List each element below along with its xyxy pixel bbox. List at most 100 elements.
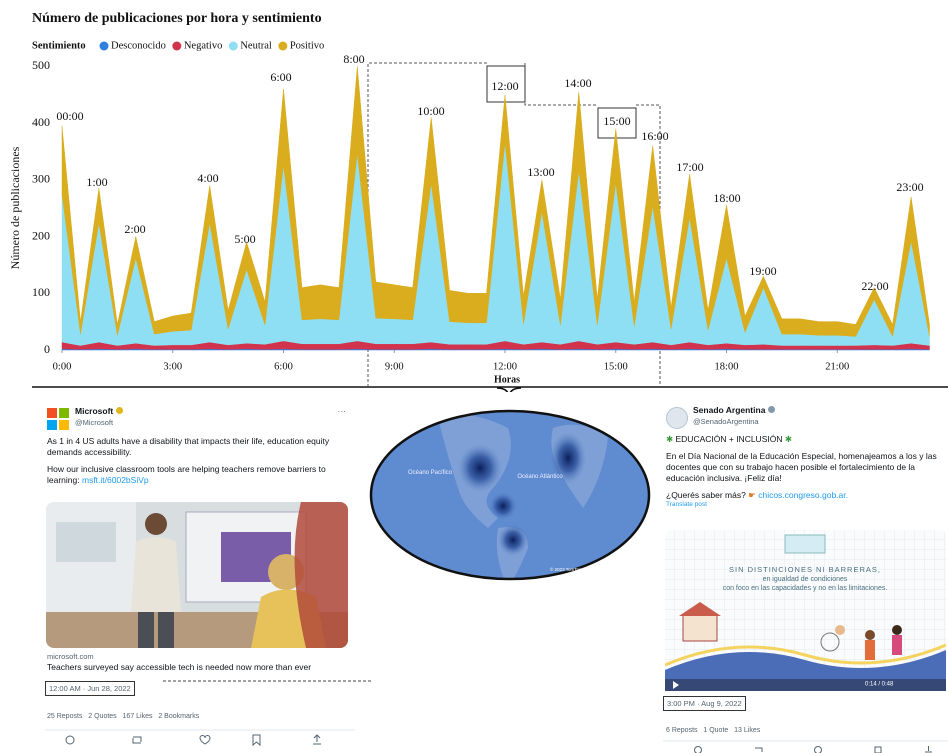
translate-link[interactable]: Translate post	[666, 501, 707, 509]
map-label: Océano Atlántico	[517, 474, 563, 480]
annotation: 16:00	[641, 129, 668, 143]
image-text: SIN DISTINCIONES NI BARRERAS,	[729, 565, 881, 574]
annotation: 18:00	[713, 191, 740, 205]
annotation: 23:00	[896, 180, 923, 194]
legend-swatch	[172, 41, 182, 51]
reply-icon[interactable]	[65, 735, 75, 745]
stat: 13 Likes	[734, 727, 761, 734]
verified-badge	[767, 406, 775, 413]
x-tick-label: 6:00	[274, 361, 293, 372]
y-tick-label: 300	[32, 172, 50, 186]
author-name: Senado Argentina	[693, 405, 766, 415]
avatar	[47, 408, 69, 430]
link[interactable]: msft.it/6002bSiVp	[81, 475, 149, 486]
x-tick-label: 9:00	[385, 361, 404, 372]
y-tick-label: 200	[32, 228, 50, 242]
annotation: 22:00	[861, 279, 888, 293]
x-tick-label: 15:00	[604, 361, 628, 372]
legend-title: Sentimiento	[32, 40, 86, 51]
tweet-video: SIN DISTINCIONES NI BARRERAS, en igualda…	[665, 530, 946, 691]
author-handle: @Microsoft	[75, 418, 114, 428]
annotation: 12:00	[491, 79, 518, 93]
annotation: 14:00	[564, 76, 591, 90]
annotation: 8:00	[343, 52, 364, 66]
map-label: Océano Pacífico	[408, 470, 453, 476]
legend-swatch	[99, 41, 109, 51]
y-tick-label: 400	[32, 115, 50, 129]
annotation: 17:00	[676, 160, 703, 174]
stats: 25 Reposts 2 Quotes 167 Likes 2 Bookmark…	[47, 713, 199, 720]
annotation: 10:00	[417, 104, 444, 118]
map: Océano Pacífico Océano Atlántico © 2023 …	[369, 409, 651, 581]
like-icon[interactable]	[814, 746, 822, 753]
stat: 6 Reposts	[666, 727, 698, 734]
legend-label: Desconocido	[111, 40, 166, 51]
y-tick-label: 100	[32, 285, 50, 299]
x-tick-label: 3:00	[163, 361, 182, 372]
stats: 6 Reposts 1 Quote 13 Likes	[666, 727, 760, 734]
link-card[interactable]: microsoft.com Teachers surveyed say acce…	[47, 652, 347, 673]
brace	[496, 387, 522, 392]
legend-label: Positivo	[290, 40, 324, 51]
stat: 1 Quote	[703, 727, 729, 734]
y-tick-label: 500	[32, 58, 50, 72]
stat: 25 Reposts	[47, 713, 83, 720]
bookmark-icon[interactable]	[252, 734, 261, 747]
tweet-heading: EDUCACIÓN + INCLUSIÓN	[675, 434, 783, 444]
like-icon[interactable]	[199, 735, 211, 745]
x-tick-label: 0:00	[53, 361, 72, 372]
tweet-text: As 1 in 4 US adults have a disability th…	[47, 436, 330, 458]
share-icon[interactable]	[925, 746, 932, 753]
annotation: 1:00	[86, 175, 107, 189]
author-handle: @SenadoArgentina	[693, 417, 759, 427]
legend-swatch	[228, 41, 238, 51]
avatar	[666, 407, 688, 429]
y-axis-label: Número de publicaciones	[8, 146, 22, 269]
timestamp: 12:00 AM · Jun 28, 2022	[45, 681, 135, 696]
card-domain: microsoft.com	[47, 652, 94, 661]
annotation: 2:00	[124, 222, 145, 236]
annotation: 19:00	[749, 264, 776, 278]
x-tick-label: 12:00	[493, 361, 517, 372]
annotation: 15:00	[603, 114, 630, 128]
timestamp: 3:00 PM · Aug 9, 2022	[663, 696, 746, 711]
stat: 167 Likes	[122, 713, 153, 720]
highlight-box	[486, 65, 526, 103]
chart: Número de publicaciones por hora y senti…	[8, 11, 948, 392]
annotation: 00:00	[56, 109, 83, 123]
annotation: 6:00	[270, 70, 291, 84]
y-tick-label: 0	[44, 342, 50, 356]
plot-area: 0 100 200 300 400 500 0:00 3:00 6:00 9:00 12:00 15:…	[32, 58, 930, 372]
x-tick-label: 21:00	[825, 361, 849, 372]
stat: 2 Bookmarks	[158, 713, 200, 720]
x-axis-label: Horas	[494, 374, 520, 385]
tweet-text: How our inclusive classroom tools are he…	[47, 464, 326, 486]
map-credit: © 2023 TomTom	[550, 566, 583, 572]
area	[61, 66, 930, 338]
legend-label: Negativo	[184, 40, 223, 51]
action-bar	[45, 729, 355, 747]
bookmark-icon[interactable]	[874, 746, 882, 753]
chart-title: Número de publicaciones por hora y senti…	[32, 11, 322, 26]
share-icon[interactable]	[313, 734, 321, 745]
repost-icon[interactable]	[132, 736, 142, 744]
action-bar	[663, 740, 948, 753]
card-title: Teachers surveyed say accessible tech is…	[47, 661, 312, 672]
repost-icon[interactable]	[755, 747, 763, 752]
video-time: 0:14 / 0:48	[865, 682, 894, 688]
annotation: 5:00	[234, 232, 255, 246]
more-icon[interactable]: ···	[337, 406, 347, 416]
annotation: 13:00	[527, 165, 554, 179]
author-name: Microsoft	[75, 406, 114, 416]
verified-badge	[115, 407, 123, 414]
reply-icon[interactable]	[694, 746, 702, 753]
image-text: en igualdad de condiciones	[763, 576, 848, 583]
tweet-image	[46, 502, 348, 648]
stat: 2 Quotes	[88, 713, 117, 720]
link[interactable]: chicos.congreso.gob.ar.	[758, 490, 848, 501]
legend-swatch	[278, 41, 288, 51]
x-tick-label: 18:00	[715, 361, 739, 372]
annotation: 4:00	[197, 171, 218, 185]
connector	[163, 680, 373, 682]
